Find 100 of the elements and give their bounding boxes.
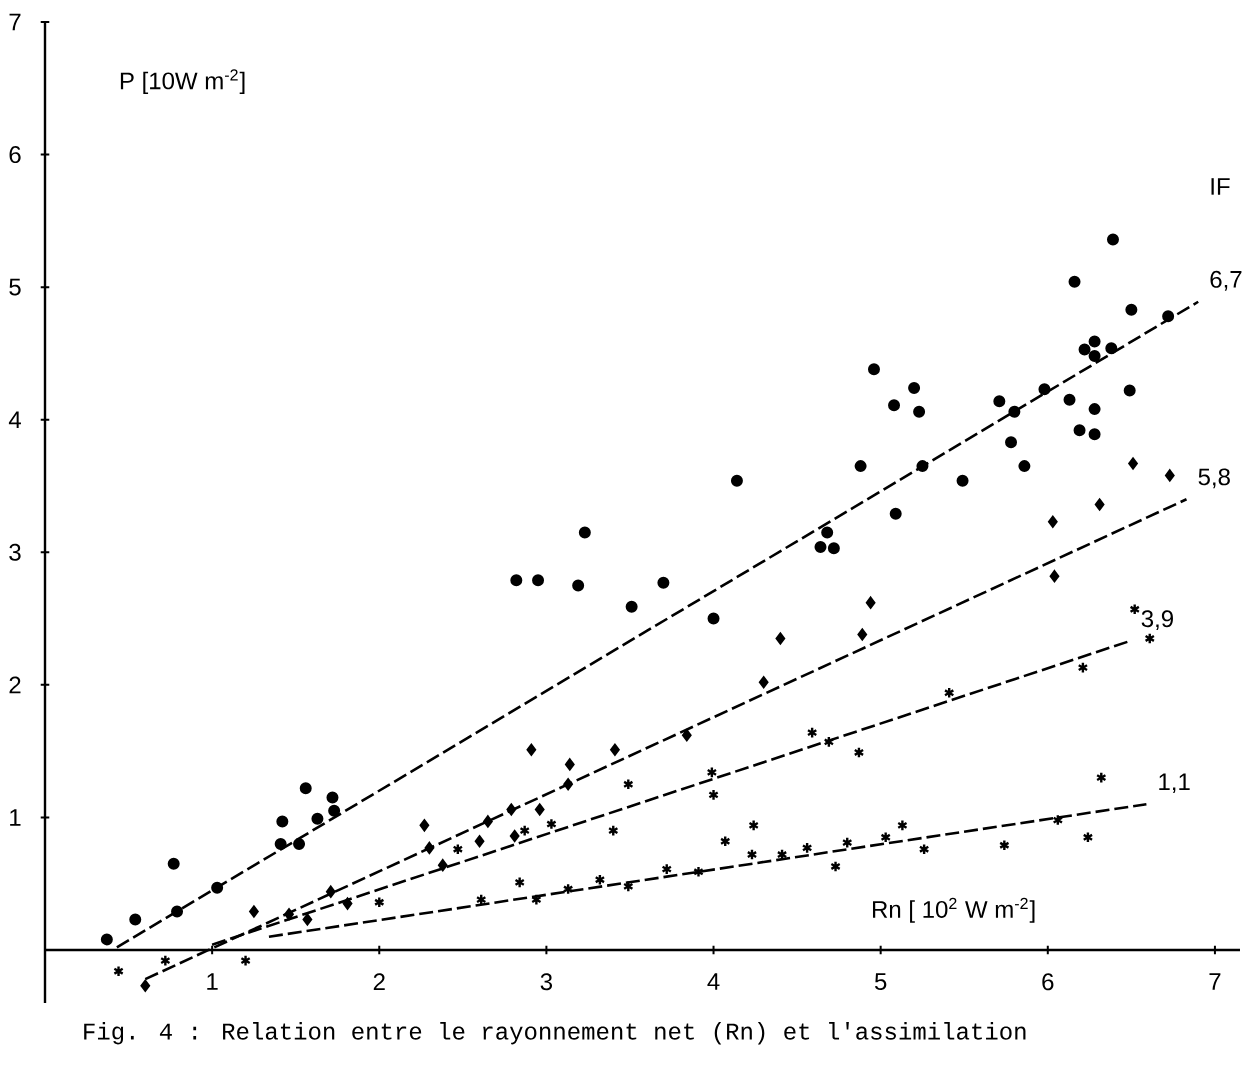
series-label: 5,8 xyxy=(1198,468,1230,489)
point xyxy=(682,729,692,742)
point xyxy=(293,837,306,850)
x-tick-label: 2 xyxy=(373,973,385,991)
point xyxy=(888,399,901,412)
point xyxy=(610,743,620,756)
point xyxy=(532,574,545,587)
point xyxy=(1048,515,1058,528)
point xyxy=(1144,632,1156,645)
point xyxy=(534,803,545,816)
point xyxy=(211,881,224,894)
point xyxy=(1008,405,1021,418)
series-label: 3,9 xyxy=(1141,610,1173,631)
y-tick-label: 1 xyxy=(10,809,21,826)
y-tick-label: 7 xyxy=(9,13,21,31)
point xyxy=(775,632,786,645)
point xyxy=(841,836,853,849)
point xyxy=(311,812,324,825)
point xyxy=(908,381,921,394)
x-tick-label: 6 xyxy=(1042,973,1054,991)
point xyxy=(240,954,251,967)
point xyxy=(706,766,718,779)
point xyxy=(299,782,312,795)
point xyxy=(1105,342,1118,355)
x-tick-label: 3 xyxy=(540,973,553,991)
point xyxy=(830,860,841,873)
y-tick-label: 5 xyxy=(9,278,21,296)
point xyxy=(563,778,573,791)
point xyxy=(758,676,769,689)
x-tick-label: 5 xyxy=(874,973,887,991)
point xyxy=(1088,350,1101,363)
point xyxy=(1018,460,1031,473)
point xyxy=(1128,457,1138,470)
point xyxy=(326,791,339,804)
point xyxy=(607,824,619,837)
point xyxy=(1094,498,1105,511)
point xyxy=(274,837,287,850)
point xyxy=(419,819,430,832)
point xyxy=(1068,275,1081,288)
y-tick-label: 4 xyxy=(8,411,21,428)
point xyxy=(1088,403,1101,416)
point xyxy=(897,819,908,832)
point xyxy=(730,474,743,487)
series-label: 1,1 xyxy=(1159,773,1190,794)
series-label: 6,7 xyxy=(1210,270,1242,291)
point xyxy=(748,819,759,832)
point xyxy=(129,913,142,926)
point xyxy=(1005,436,1018,449)
point xyxy=(857,628,868,641)
point xyxy=(622,880,634,893)
point xyxy=(1063,393,1076,406)
point xyxy=(1077,661,1089,674)
point xyxy=(565,758,575,771)
y-tick-label: 6 xyxy=(9,146,21,164)
point xyxy=(572,579,585,592)
point xyxy=(284,908,294,921)
x-tick-label: 1 xyxy=(207,973,218,990)
point xyxy=(821,526,834,539)
point xyxy=(865,596,876,609)
point xyxy=(746,848,758,861)
point xyxy=(578,526,591,539)
point xyxy=(814,540,827,553)
point xyxy=(276,815,289,828)
point xyxy=(326,885,336,898)
point xyxy=(657,576,670,589)
y-tick-label: 3 xyxy=(9,543,21,561)
point xyxy=(1088,428,1101,441)
point xyxy=(867,363,880,376)
point xyxy=(514,876,526,889)
point xyxy=(625,600,638,613)
y-tick-label: 2 xyxy=(9,676,21,694)
point xyxy=(140,979,151,992)
point xyxy=(1078,343,1091,356)
point xyxy=(249,905,259,918)
point xyxy=(342,897,353,910)
point xyxy=(519,824,531,837)
point xyxy=(100,933,113,946)
point xyxy=(510,574,523,587)
point xyxy=(1095,771,1107,784)
point xyxy=(853,746,865,759)
point xyxy=(531,893,542,906)
point xyxy=(1106,233,1119,246)
point xyxy=(1125,303,1138,316)
point xyxy=(526,743,537,756)
point xyxy=(1162,310,1175,323)
point xyxy=(1088,335,1101,348)
point xyxy=(1123,384,1136,397)
point xyxy=(993,395,1006,408)
legend-title: IF xyxy=(1211,178,1230,195)
caption: Fig. 4 : Relation entre le rayonnement net (Rn) et l'assimilation xyxy=(84,1022,1026,1045)
point xyxy=(506,803,517,816)
point xyxy=(806,726,818,739)
point xyxy=(1049,570,1060,583)
point xyxy=(889,507,902,520)
point xyxy=(1038,383,1051,396)
point xyxy=(167,857,180,870)
point xyxy=(302,913,313,926)
x-tick-label: 7 xyxy=(1209,973,1221,990)
point xyxy=(827,542,840,555)
y-axis-title: P [10W m$^{-2}$] xyxy=(120,69,245,95)
